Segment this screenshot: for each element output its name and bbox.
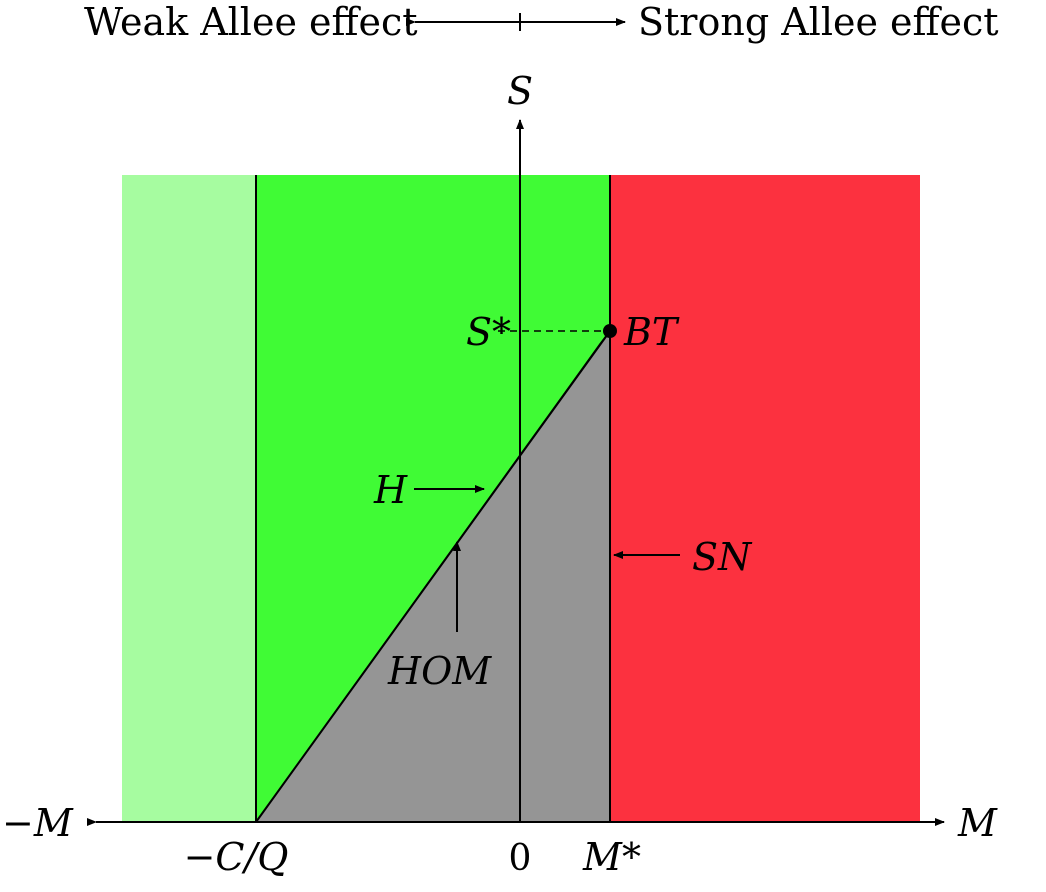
tick-neg-c-over-q: −C/Q <box>184 835 289 879</box>
tick-zero: 0 <box>509 838 532 879</box>
weak-allee-label: Weak Allee effect <box>84 0 418 44</box>
region-red <box>610 175 920 822</box>
bt-label: BT <box>623 310 680 354</box>
x-axis-label-left: −M <box>2 801 74 845</box>
hom-label: HOM <box>387 649 492 693</box>
h-label: H <box>373 468 408 512</box>
x-axis-label-right: M <box>957 801 998 845</box>
tick-m-star: M* <box>582 835 641 879</box>
strong-allee-label: Strong Allee effect <box>638 0 999 44</box>
bt-point <box>603 324 617 338</box>
y-axis-label: S <box>507 69 533 113</box>
h-curve <box>255 330 611 823</box>
s-star-label: S* <box>466 310 511 354</box>
region-light-green <box>122 175 256 822</box>
sn-label: SN <box>692 535 753 579</box>
